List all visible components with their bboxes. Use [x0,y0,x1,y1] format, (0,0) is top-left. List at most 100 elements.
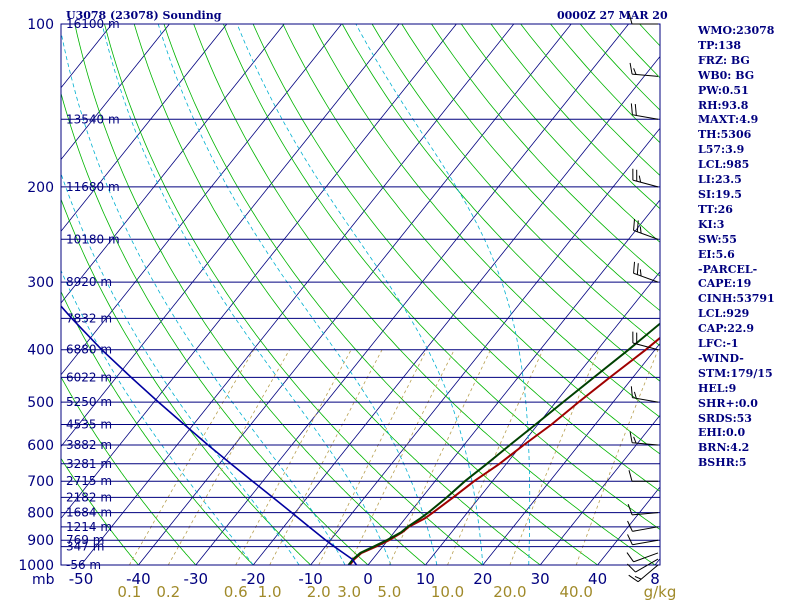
stat-item: STM:179/15 [698,366,773,380]
temperature-tick-label: 40 [588,570,607,588]
mixing-ratio-label: 20.0 [493,583,526,600]
stat-item: TP:138 [698,38,742,52]
pressure-tick-label: 800 [27,506,54,522]
stat-item: LCL:929 [698,307,750,321]
mixing-ratio-line [129,349,255,565]
height-label: 2182 m [66,490,112,504]
height-label: 3882 m [66,438,112,452]
dry-adiabat-line [223,24,660,531]
pressure-tick-label: 1000 [18,558,54,574]
isotherm-line [482,342,660,565]
temperature-tick-label: -40 [126,570,151,588]
mixing-ratio-label: 1.0 [258,583,282,600]
stat-item: MAXT:4.9 [698,113,759,127]
chart-title: U3078 (23078) Sounding [66,9,222,22]
stat-item: L57:3.9 [698,143,745,157]
isotherm-line [80,24,515,565]
wind-barb [626,552,659,563]
wind-barb [627,520,659,532]
height-label: 16100 m [66,17,120,31]
dry-adiabat-line [163,24,598,565]
chart-series [61,304,660,565]
height-label: 769 m [66,533,104,547]
mixing-ratio-label: 40.0 [560,583,593,600]
stat-item: WMO:23078 [698,24,775,37]
stat-item: KI:3 [698,217,725,231]
isotherm-line [367,199,660,565]
height-label: 6880 m [66,343,112,357]
isotherm-line [61,24,285,304]
wind-barb [630,386,659,403]
pressure-tick-label: 500 [27,395,54,411]
stat-item: EI:5.6 [698,247,735,261]
wind-barb [627,503,659,516]
height-label: 1214 m [66,520,112,534]
wind-barb [627,558,659,573]
chart-grid [61,24,660,565]
stat-item: SW:55 [698,232,737,246]
stat-item: CAPE:19 [698,277,752,291]
stat-item: -PARCEL- [698,262,758,276]
stat-item: CAP:22.9 [698,322,755,336]
isotherm-line [539,414,660,565]
stat-item: RH:93.8 [698,98,749,112]
wind-barb [630,103,659,120]
stat-item: LCL:985 [698,158,750,172]
height-label: 7832 m [66,311,112,325]
temperature-tick-label: 10 [416,570,435,588]
mixing-ratio-label: 0.2 [156,583,180,600]
height-label: 2715 m [66,474,112,488]
isotherm-line [61,24,400,448]
mixing-ratio-label: 0.1 [117,583,141,600]
stat-item: BSHR:5 [698,456,747,470]
pressure-tick-label: 900 [27,533,54,549]
stat-item: LI:23.5 [698,173,742,187]
temperature-tick-label: -50 [69,570,94,588]
plot-frame [60,23,661,566]
wind-barb [632,168,659,188]
sounding-datetime: 0000Z 27 MAR 20 [557,9,668,22]
temperature-tick-label: 30 [531,570,550,588]
dry-adiabat-line [74,24,426,565]
temperature-tick-label: 8 [650,570,660,588]
height-label: 3281 m [66,457,112,471]
stat-item: SHR+:0.0 [698,396,758,410]
temperature-tick-label: 20 [473,570,492,588]
height-label: 5250 m [66,395,112,409]
pressure-tick-label: 300 [27,275,54,291]
stat-item: HEL:9 [698,381,737,395]
stat-item: SRDS:53 [698,411,752,425]
pressure-axis-label: mb [32,572,55,588]
stat-item: BRN:4.2 [698,441,750,455]
height-label: 6022 m [66,370,112,384]
isotherm-line [195,24,629,565]
stat-item: WB0: BG [698,68,755,82]
dry-adiabat-line [193,24,656,565]
stat-item: LFC:-1 [698,337,739,351]
wind-barb [628,12,658,25]
mixing-ratio-label: 3.0 [337,583,361,600]
height-label: 11680 m [66,180,120,194]
mixing-ratio-label: 0.6 [224,583,248,600]
temperature-tick-label: -20 [241,570,266,588]
wind-barbs [626,12,659,583]
wind-barb [627,534,659,546]
temperature-tick-label: -10 [298,570,323,588]
stat-item: -WIND- [698,351,744,365]
wind-barb [629,431,659,446]
wind-barb [628,564,659,583]
isotherm-line [61,24,342,376]
pressure-tick-label: 400 [27,343,54,359]
isotherm-line [425,271,660,565]
height-label: 347 m [66,540,104,554]
parcel-profile [61,304,358,565]
mixing-ratio-label: 5.0 [377,583,401,600]
isotherm-line [138,24,572,565]
wind-barb [628,470,658,482]
height-label: 8920 m [66,275,112,289]
mixing-ratio-label: 10.0 [431,583,464,600]
pressure-tick-label: 700 [27,474,54,490]
mixing-ratio-line [389,349,491,565]
dry-adiabat-line [252,24,660,492]
